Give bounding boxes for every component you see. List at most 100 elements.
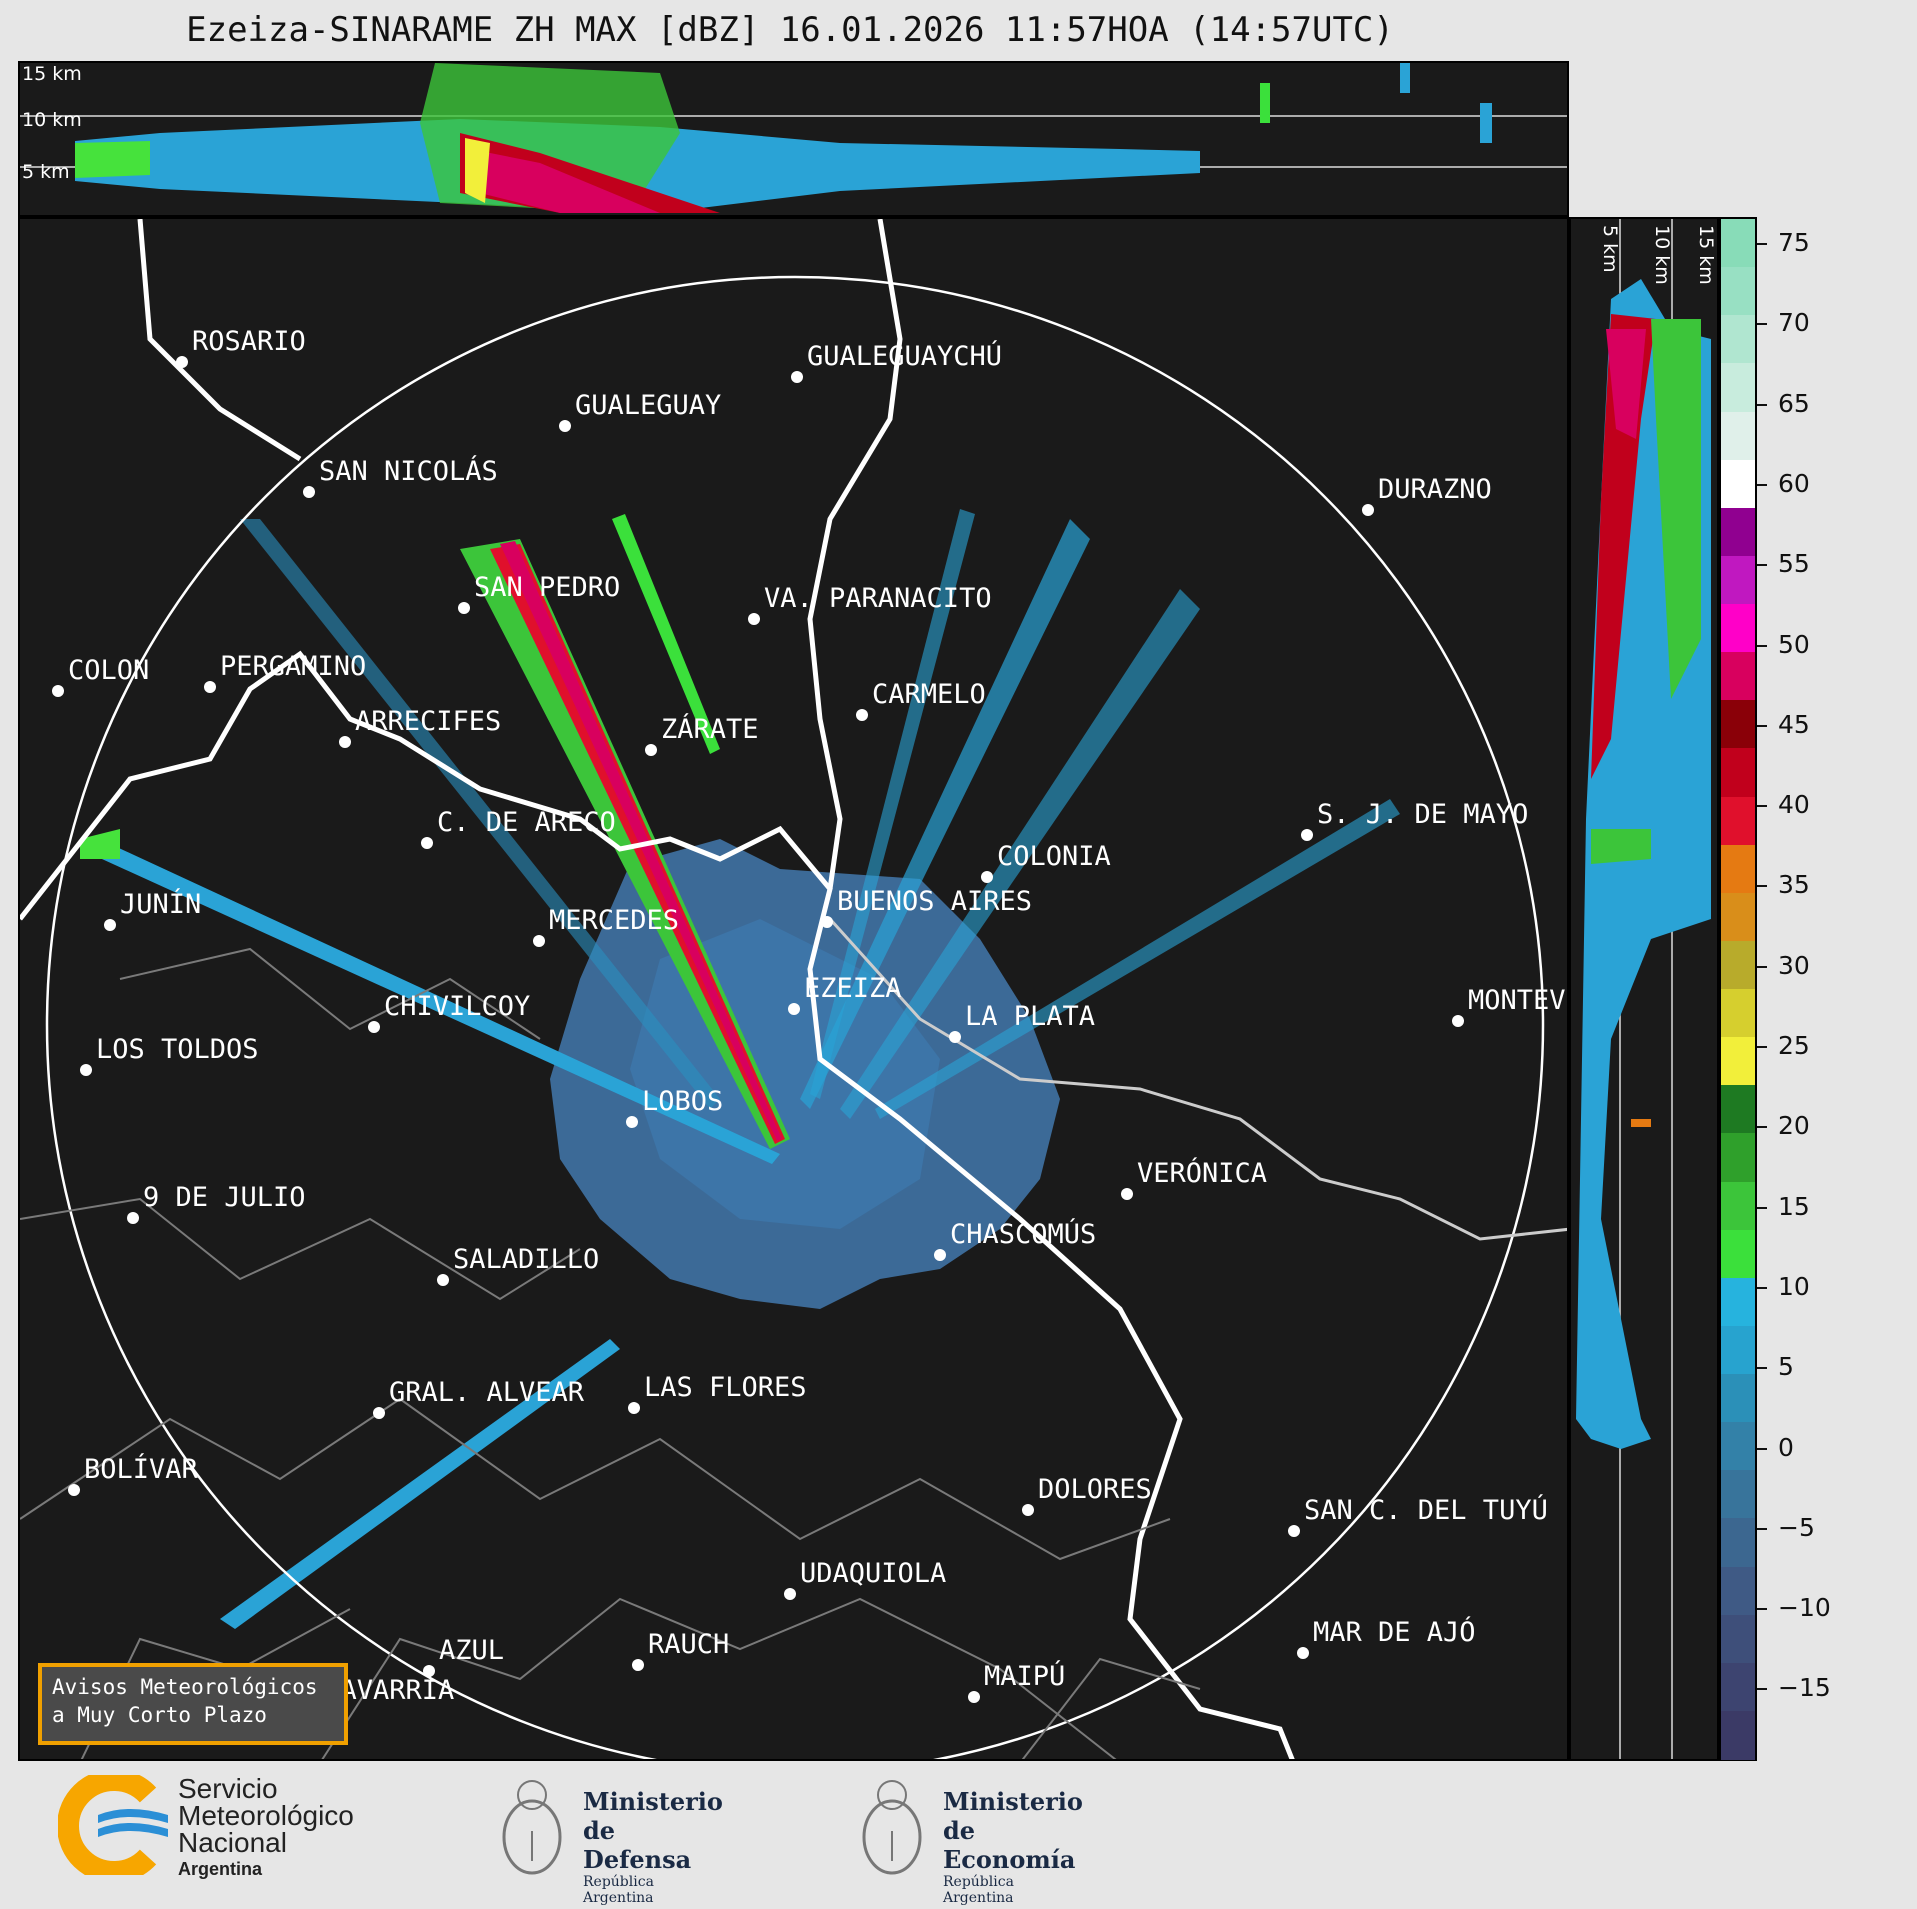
economia-line2: de Economía [943, 1816, 1076, 1874]
colorbar-segment [1721, 1518, 1755, 1568]
defensa-line3: República Argentina [583, 1874, 654, 1906]
warning-line2: a Muy Corto Plazo [52, 1703, 267, 1727]
height-label: 10 km [22, 109, 82, 131]
top-height-profile-panel: 15 km 10 km 5 km [18, 61, 1569, 217]
city-marker [303, 486, 315, 498]
side-height-label: 10 km [1651, 225, 1673, 285]
city-marker [1121, 1188, 1133, 1200]
city-label: SAN PEDRO [474, 572, 620, 603]
side-height-profile-panel: 5 km 10 km 15 km [1569, 217, 1719, 1761]
colorbar [1719, 217, 1757, 1761]
colorbar-segment [1721, 940, 1755, 990]
colorbar-segment [1721, 604, 1755, 654]
city-marker [791, 371, 803, 383]
colorbar-tick [1757, 1608, 1767, 1611]
side-height-profile [1576, 219, 1711, 1759]
city-marker [421, 837, 433, 849]
colorbar-segment [1721, 748, 1755, 798]
city-label: BUENOS AIRES [837, 886, 1032, 917]
warning-line1: Avisos Meteorológicos [52, 1675, 318, 1699]
colorbar-tick [1757, 1286, 1767, 1289]
city-marker [1452, 1015, 1464, 1027]
colorbar-segment [1721, 700, 1755, 750]
city-label: SAN C. DEL TUYÚ [1304, 1494, 1548, 1526]
colorbar-segment [1721, 1422, 1755, 1472]
colorbar-tick-label: 30 [1778, 950, 1810, 980]
city-marker [1022, 1504, 1034, 1516]
city-label: MAR DE AJÓ [1313, 1616, 1476, 1648]
city-label: ROSARIO [192, 326, 306, 357]
city-label: MONTEVIDEO [1468, 985, 1569, 1016]
city-label: C. DE ARECO [437, 807, 616, 838]
colorbar-tick-label: 70 [1778, 308, 1810, 338]
colorbar-segment [1721, 1277, 1755, 1327]
range-ring [45, 275, 1545, 1759]
city-marker [856, 709, 868, 721]
warning-box[interactable]: Avisos Meteorológicos a Muy Corto Plazo [38, 1663, 348, 1745]
city-marker [176, 356, 188, 368]
city-marker [1301, 829, 1313, 841]
colorbar-tick-label: 45 [1778, 709, 1810, 739]
city-marker [981, 871, 993, 883]
colorbar-tick-label: 60 [1778, 468, 1810, 498]
colorbar-segment [1721, 555, 1755, 605]
city-label: VERÓNICA [1137, 1157, 1267, 1189]
colorbar-segment [1721, 1374, 1755, 1424]
colorbar-tick [1757, 724, 1767, 727]
city-marker [1362, 504, 1374, 516]
colorbar-tick-label: 35 [1778, 870, 1810, 900]
city-marker [458, 602, 470, 614]
city-label: EZEIZA [804, 973, 902, 1004]
city-marker [949, 1031, 961, 1043]
city-marker [127, 1212, 139, 1224]
city-label: SAN NICOLÁS [319, 455, 498, 487]
colorbar-segment [1721, 219, 1755, 269]
radar-map: ROSARIO GUALEGUAYCHÚ GUALEGUAY SAN NICOLÁS D… [18, 217, 1569, 1761]
city-marker [645, 744, 657, 756]
economia-line3: República Argentina [943, 1874, 1014, 1906]
colorbar-segment [1721, 1662, 1755, 1712]
colorbar-tick-label: 0 [1778, 1432, 1794, 1462]
city-marker [104, 919, 116, 931]
colorbar-segment [1721, 1566, 1755, 1616]
city-label: GUALEGUAYCHÚ [807, 340, 1002, 372]
city-marker [628, 1402, 640, 1414]
city-label: VA. PARANACITO [764, 583, 992, 614]
city-marker [80, 1064, 92, 1076]
city-label: CHIVILCOY [384, 991, 530, 1022]
city-label: PERGAMINO [220, 651, 366, 682]
city-label: COLONIA [997, 841, 1111, 872]
city-label: GRAL. ALVEAR [389, 1377, 585, 1408]
colorbar-segment [1721, 652, 1755, 702]
colorbar-segment [1721, 796, 1755, 846]
colorbar-tick-label: 65 [1778, 388, 1810, 418]
city-marker [204, 681, 216, 693]
colorbar-tick-label: 55 [1778, 549, 1810, 579]
colorbar-tick-label: 10 [1778, 1271, 1810, 1301]
city-marker [533, 935, 545, 947]
colorbar-segment [1721, 1229, 1755, 1279]
city-label: LA PLATA [965, 1001, 1095, 1032]
city-label: DOLORES [1038, 1474, 1152, 1505]
city-label: JUNÍN [120, 888, 201, 920]
colorbar-segment [1721, 892, 1755, 942]
colorbar-tick-label: 75 [1778, 228, 1810, 257]
chart-title: Ezeiza-SINARAME ZH MAX [dBZ] 16.01.2026 … [186, 10, 1394, 50]
colorbar-tick-label: −5 [1778, 1512, 1815, 1542]
city-label: ZÁRATE [661, 713, 759, 745]
colorbar-tick [1757, 483, 1767, 486]
colorbar-segment [1721, 1470, 1755, 1520]
city-label: LOBOS [642, 1086, 723, 1117]
city-marker [437, 1274, 449, 1286]
smn-line1: Servicio [178, 1773, 278, 1804]
city-label: MAIPÚ [984, 1660, 1065, 1692]
city-label: LAS FLORES [644, 1372, 807, 1403]
side-height-label: 5 km [1599, 225, 1621, 273]
colorbar-tick [1757, 1447, 1767, 1450]
defensa-line1: Ministerio [583, 1787, 723, 1816]
city-marker [1288, 1525, 1300, 1537]
economia-line1: Ministerio [943, 1787, 1083, 1816]
city-marker [748, 613, 760, 625]
colorbar-segment [1721, 411, 1755, 461]
colorbar-tick [1757, 323, 1767, 326]
